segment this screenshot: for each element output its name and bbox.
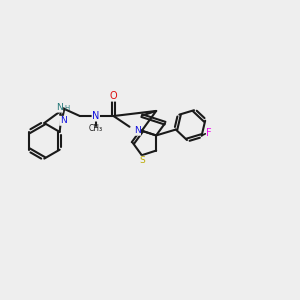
Text: N: N xyxy=(92,111,100,121)
Text: N: N xyxy=(56,103,63,112)
Text: H: H xyxy=(64,105,70,111)
Text: F: F xyxy=(206,128,212,138)
Text: S: S xyxy=(139,156,145,165)
Text: N: N xyxy=(134,126,140,135)
Text: O: O xyxy=(110,91,117,101)
Text: N: N xyxy=(60,116,66,125)
Text: CH₃: CH₃ xyxy=(89,124,103,134)
